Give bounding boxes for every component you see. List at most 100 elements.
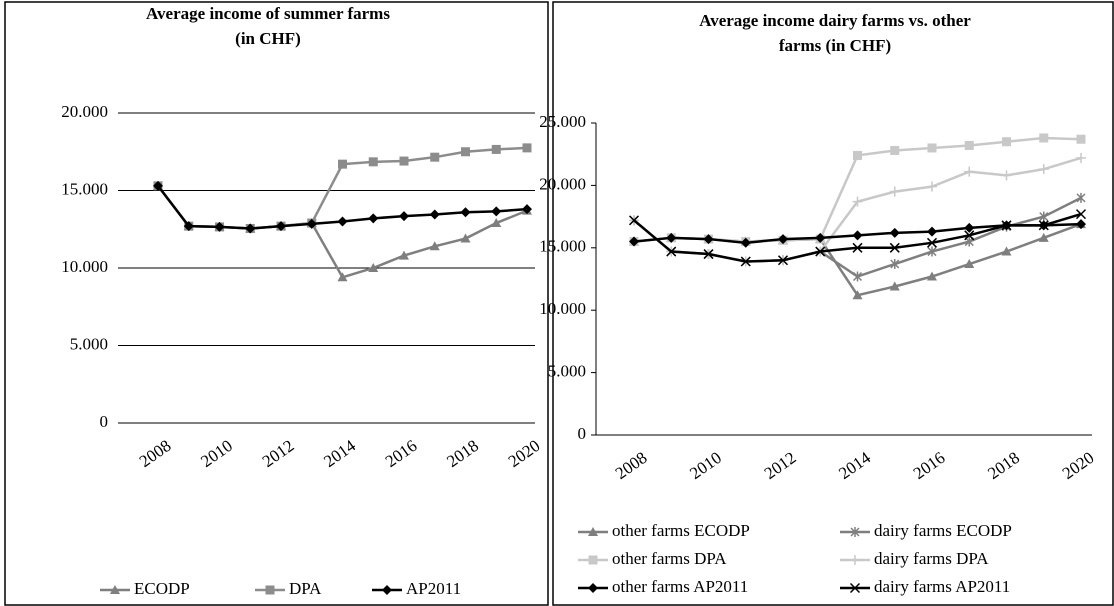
y-tick-label: 0 — [578, 424, 587, 443]
data-point — [815, 232, 826, 243]
x-tick-label: 2014 — [320, 436, 359, 471]
data-point — [276, 221, 286, 232]
data-point — [399, 250, 409, 260]
x-tick-label: 2012 — [761, 448, 800, 483]
data-point — [777, 255, 789, 266]
legend-label: dairy farms DPA — [874, 549, 989, 568]
data-point — [889, 281, 900, 291]
data-point — [890, 259, 900, 270]
legend-label: AP2011 — [406, 579, 461, 598]
data-point — [338, 159, 347, 169]
x-tick-label: 2020 — [505, 436, 544, 471]
data-point — [964, 166, 975, 177]
data-point — [927, 181, 937, 192]
series-line — [633, 156, 1082, 263]
x-tick-label: 2018 — [443, 436, 482, 471]
data-point — [337, 272, 348, 282]
data-point — [852, 242, 863, 253]
data-point — [964, 222, 975, 233]
data-point — [491, 144, 501, 154]
data-point — [306, 218, 317, 229]
legend-label: other farms DPA — [612, 549, 727, 568]
data-point — [1038, 164, 1049, 175]
data-point — [429, 209, 440, 220]
data-point — [927, 246, 937, 257]
data-point — [740, 237, 751, 248]
x-tick-label: 2008 — [612, 448, 651, 483]
data-point — [1038, 220, 1049, 231]
y-tick-label: 10.000 — [61, 257, 108, 276]
x-tick-label: 2016 — [910, 448, 949, 483]
data-point — [1076, 152, 1086, 163]
x-tick-label: 2020 — [1059, 448, 1098, 483]
data-point — [889, 227, 900, 238]
data-point — [399, 156, 409, 166]
x-tick-label: 2014 — [835, 448, 874, 483]
data-point — [740, 256, 751, 267]
data-point — [1001, 220, 1012, 231]
data-point — [183, 221, 194, 232]
x-tick-label: 2010 — [197, 436, 236, 471]
x-tick-label: 2012 — [259, 436, 298, 471]
chart-title: Average income dairy farms vs. other farm… — [699, 11, 971, 55]
legend-marker — [588, 583, 598, 593]
data-point — [629, 236, 639, 247]
data-point — [927, 271, 937, 281]
legend-marker — [265, 585, 275, 595]
data-point — [890, 145, 900, 155]
data-point — [852, 290, 863, 300]
data-point — [889, 242, 900, 253]
right-panel-border — [552, 1, 1114, 606]
data-point — [368, 263, 379, 272]
y-tick-label: 25.000 — [539, 112, 586, 131]
legend-label: other farms ECODP — [612, 521, 750, 540]
data-point — [703, 234, 714, 245]
legend-marker — [850, 527, 860, 537]
data-point — [703, 249, 714, 260]
left-panel-border — [4, 1, 549, 606]
data-point — [666, 246, 677, 257]
data-point — [964, 230, 975, 241]
y-tick-label: 20.000 — [539, 174, 586, 193]
data-point — [214, 221, 225, 232]
y-tick-label: 15.000 — [61, 179, 108, 198]
data-point — [430, 152, 440, 162]
data-point — [368, 213, 379, 224]
data-point — [926, 237, 938, 248]
legend-label: ECODP — [134, 579, 190, 598]
y-tick-label: 10.000 — [539, 299, 586, 318]
data-point — [1075, 209, 1087, 220]
data-point — [460, 207, 471, 218]
data-point — [1039, 133, 1049, 143]
legend-marker — [588, 527, 598, 536]
legend-label: dairy farms AP2011 — [874, 577, 1010, 596]
data-point — [927, 226, 937, 237]
data-point — [522, 143, 532, 153]
legend-label: other farms AP2011 — [612, 577, 748, 596]
data-point — [964, 140, 974, 150]
data-point — [778, 234, 788, 245]
data-point — [368, 157, 378, 167]
data-point — [245, 223, 256, 234]
data-point — [1001, 170, 1012, 181]
data-point — [964, 259, 975, 269]
x-tick-label: 2018 — [984, 448, 1023, 483]
data-point — [815, 246, 826, 257]
x-tick-label: 2008 — [136, 436, 175, 471]
data-point — [852, 196, 863, 207]
data-point — [522, 204, 532, 215]
data-point — [1001, 246, 1012, 256]
data-point — [927, 143, 937, 153]
data-point — [889, 186, 900, 197]
legend-marker — [588, 555, 598, 565]
y-tick-label: 20.000 — [61, 102, 108, 121]
legend-label: DPA — [289, 579, 322, 598]
data-point — [1039, 211, 1049, 222]
x-tick-label: 2010 — [686, 448, 725, 483]
data-point — [460, 233, 471, 243]
data-point — [666, 232, 677, 243]
data-point — [429, 241, 440, 251]
y-tick-label: 15.000 — [539, 237, 586, 256]
